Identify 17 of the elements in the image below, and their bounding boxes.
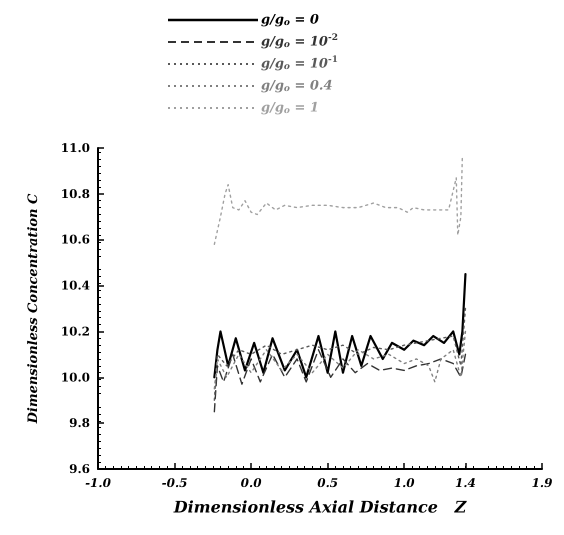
y-tick-label: 9.6 bbox=[69, 462, 90, 476]
y-axis-title: Dimensionless Concentration C bbox=[26, 192, 41, 424]
x-tick-label: 0.5 bbox=[317, 476, 338, 490]
x-tick-label: 1.4 bbox=[455, 476, 476, 490]
x-axis-title: Dimensionless Axial Distance Z bbox=[172, 498, 468, 516]
x-tick-label: 1.9 bbox=[532, 476, 554, 490]
y-tick-label: 10.4 bbox=[60, 278, 90, 293]
y-tick-label: 10.8 bbox=[60, 186, 90, 201]
y-tick-label: 10.0 bbox=[60, 370, 90, 384]
x-tick-label: 0.0 bbox=[240, 476, 262, 490]
x-tick-label: -0.5 bbox=[162, 476, 188, 490]
y-tick-label: 10.6 bbox=[60, 232, 90, 247]
y-tick-label: 10.2 bbox=[60, 324, 90, 338]
x-tick-label: -1.0 bbox=[85, 476, 112, 490]
x-tick-label: 1.0 bbox=[394, 476, 416, 490]
y-tick-label: 9.8 bbox=[69, 416, 90, 430]
y-tick-label: 11.0 bbox=[60, 141, 90, 155]
